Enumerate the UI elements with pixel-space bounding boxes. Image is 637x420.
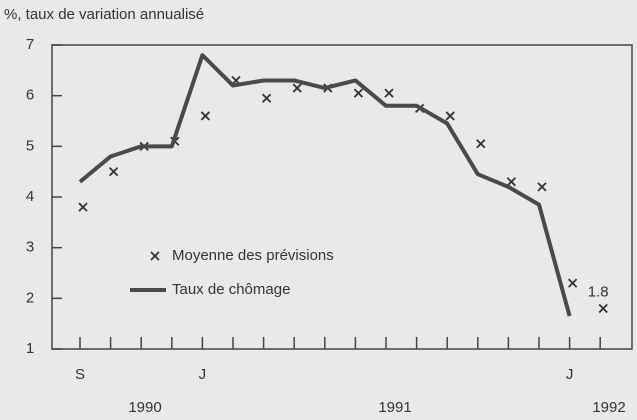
marker	[384, 88, 394, 98]
y-axis-label: %, taux de variation annualisé	[4, 6, 204, 23]
marker-stroke	[445, 111, 455, 121]
y-tick-label: 5	[26, 137, 34, 154]
marker-stroke	[506, 177, 517, 187]
marker	[353, 88, 364, 98]
marker	[476, 139, 486, 149]
marker	[292, 83, 302, 93]
marker	[445, 111, 455, 121]
marker	[261, 93, 272, 103]
y-tick-label: 1	[26, 340, 34, 357]
year-label: 1992	[592, 399, 625, 416]
legend-label: Moyenne des prévisions	[172, 247, 334, 264]
y-tick-label: 3	[26, 239, 34, 256]
y-tick-label: 7	[26, 36, 34, 53]
marker	[200, 111, 211, 121]
marker	[150, 251, 160, 261]
marker-stroke	[384, 88, 394, 98]
x-tick-label: S	[75, 366, 85, 383]
marker-stroke	[78, 202, 88, 212]
marker-stroke	[292, 83, 302, 93]
marker-stroke	[567, 278, 578, 288]
marker	[567, 278, 578, 288]
marker	[78, 202, 88, 212]
marker	[537, 182, 547, 192]
year-label: 1990	[128, 399, 161, 416]
marker-stroke	[476, 139, 486, 149]
marker-stroke	[108, 167, 119, 177]
marker-stroke	[200, 111, 211, 121]
marker-stroke	[598, 303, 608, 314]
data-label: 1.8	[588, 283, 609, 300]
marker	[598, 303, 608, 314]
y-tick-label: 2	[26, 289, 34, 306]
legend-label: Taux de chômage	[172, 281, 290, 298]
line	[78, 53, 572, 317]
y-tick-label: 6	[26, 87, 34, 104]
x-tick-label: J	[199, 366, 207, 383]
marker-stroke	[537, 182, 547, 192]
marker-stroke	[261, 93, 272, 103]
y-tick-label: 4	[26, 188, 34, 205]
marker-stroke	[150, 251, 160, 261]
x-tick-label: J	[566, 366, 574, 383]
marker	[108, 167, 119, 177]
year-label: 1991	[378, 399, 411, 416]
marker	[506, 177, 517, 187]
marker-stroke	[353, 88, 364, 98]
